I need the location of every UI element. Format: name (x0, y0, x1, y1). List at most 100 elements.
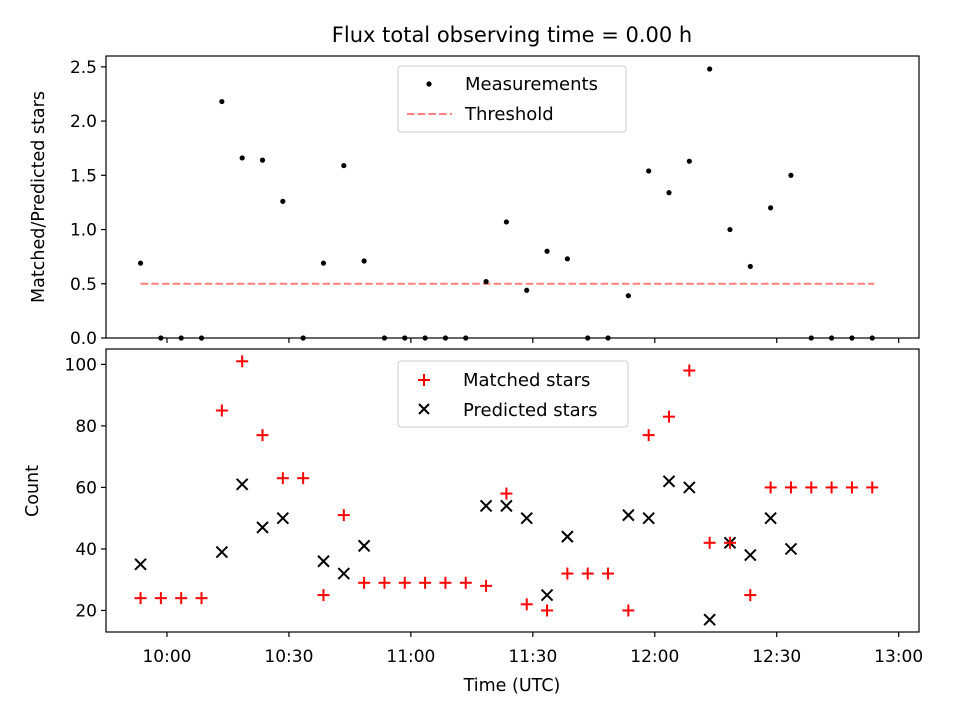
matched-point (520, 598, 533, 611)
matched-point (337, 509, 350, 522)
bottom-legend: Matched stars Predicted stars (397, 360, 629, 428)
predicted-point (764, 511, 777, 525)
matched-point (683, 364, 696, 377)
bottom-ytick-label: 40 (75, 540, 97, 560)
matched-point (276, 472, 289, 485)
matched-point (723, 536, 736, 549)
measurement-point (219, 98, 225, 105)
measurement-point (137, 260, 144, 266)
matched-point (215, 404, 228, 417)
top-legend-box (397, 65, 627, 133)
matched-point (866, 481, 879, 494)
matched-point (175, 592, 188, 605)
x-tick-label: 12:30 (752, 647, 801, 667)
predicted-point (622, 508, 635, 522)
predicted-point (256, 521, 269, 534)
x-axis-label: Time (UTC) (463, 676, 561, 696)
matched-point (398, 576, 411, 589)
predicted-point (520, 511, 533, 525)
legend-label-threshold: Threshold (464, 104, 554, 125)
top-legend: Measurements Threshold (397, 65, 627, 133)
predicted-point (337, 567, 351, 580)
matched-point (744, 589, 757, 602)
matched-point (581, 567, 594, 580)
measurement-point (788, 172, 794, 178)
measurement-point (707, 66, 713, 72)
top-ytick-label: 1.0 (70, 221, 97, 241)
measurement-point (646, 168, 652, 174)
measurement-point (727, 226, 733, 233)
measurement-point (483, 279, 489, 285)
matched-point (358, 576, 371, 589)
predicted-point (642, 511, 655, 525)
bottom-axes-frame (105, 348, 920, 633)
predicted-point (276, 511, 290, 525)
bottom-ytick-label: 20 (75, 601, 97, 621)
matched-point (805, 481, 818, 494)
matched-point (602, 567, 615, 580)
bottom-legend-box (397, 360, 629, 428)
x-tick-label: 10:30 (264, 647, 313, 667)
measurement-point (686, 158, 692, 164)
predicted-point (357, 539, 371, 553)
predicted-point (215, 545, 229, 559)
matched-point (480, 579, 493, 592)
top-ytick-label: 2.5 (70, 58, 97, 78)
legend-marker-predicted (418, 403, 430, 415)
x-tick-label: 11:30 (508, 647, 557, 667)
x-tick-label: 12:00 (630, 647, 679, 667)
matched-point (784, 481, 797, 494)
matched-point (297, 472, 310, 485)
matched-point (561, 567, 574, 580)
predicted-point (235, 478, 249, 491)
matched-point (642, 429, 655, 442)
top-ytick-label: 0.5 (70, 275, 97, 295)
measurement-point (524, 287, 530, 293)
legend-label-predicted: Predicted stars (463, 400, 597, 421)
bottom-panel: 20 40 60 80 100 10:00 10:30 11:00 11:30 12:00 12:3… (23, 348, 923, 696)
predicted-point (744, 548, 757, 562)
bottom-ytick-label: 60 (75, 478, 97, 498)
top-ytick-label: 1.5 (70, 166, 97, 186)
matched-point (195, 592, 208, 605)
measurement-point (320, 260, 327, 266)
predicted-point (479, 499, 493, 513)
x-tick-label: 13:00 (874, 647, 923, 667)
chart-title: Flux total observing time = 0.00 h (332, 23, 692, 47)
legend-marker-measurements (426, 81, 432, 87)
legend-label-measurements: Measurements (465, 74, 598, 95)
predicted-point (134, 558, 147, 571)
matched-point (419, 576, 432, 589)
legend-marker-matched (418, 374, 430, 386)
predicted-point (784, 542, 798, 556)
top-ytick-label: 0.0 (70, 329, 97, 349)
matched-point (134, 592, 147, 605)
measurement-point (666, 190, 672, 196)
measurement-point (341, 162, 347, 169)
matched-point (825, 481, 838, 494)
measurement-point (503, 219, 510, 225)
predicted-point (317, 555, 330, 568)
bottom-ylabel: Count (23, 465, 43, 517)
top-axes-frame (105, 55, 920, 339)
measurement-point (361, 258, 367, 264)
legend-label-matched: Matched stars (463, 370, 590, 391)
x-tick-label: 11:00 (386, 647, 435, 667)
matched-point (378, 576, 391, 589)
measurement-point (768, 205, 774, 211)
measurement-point (564, 256, 570, 262)
matched-point (500, 487, 513, 500)
matched-point (622, 604, 635, 617)
top-ylabel: Matched/Predicted stars (29, 91, 49, 303)
measurement-point (544, 248, 550, 254)
measurement-point (747, 263, 753, 270)
matched-point (703, 536, 716, 549)
predicted-point (561, 530, 574, 543)
matched-point (764, 481, 777, 494)
measurement-point (280, 198, 286, 204)
matched-point (663, 410, 676, 423)
matched-point (459, 576, 472, 589)
bottom-ytick-label: 100 (65, 355, 97, 375)
predicted-point (662, 475, 676, 488)
